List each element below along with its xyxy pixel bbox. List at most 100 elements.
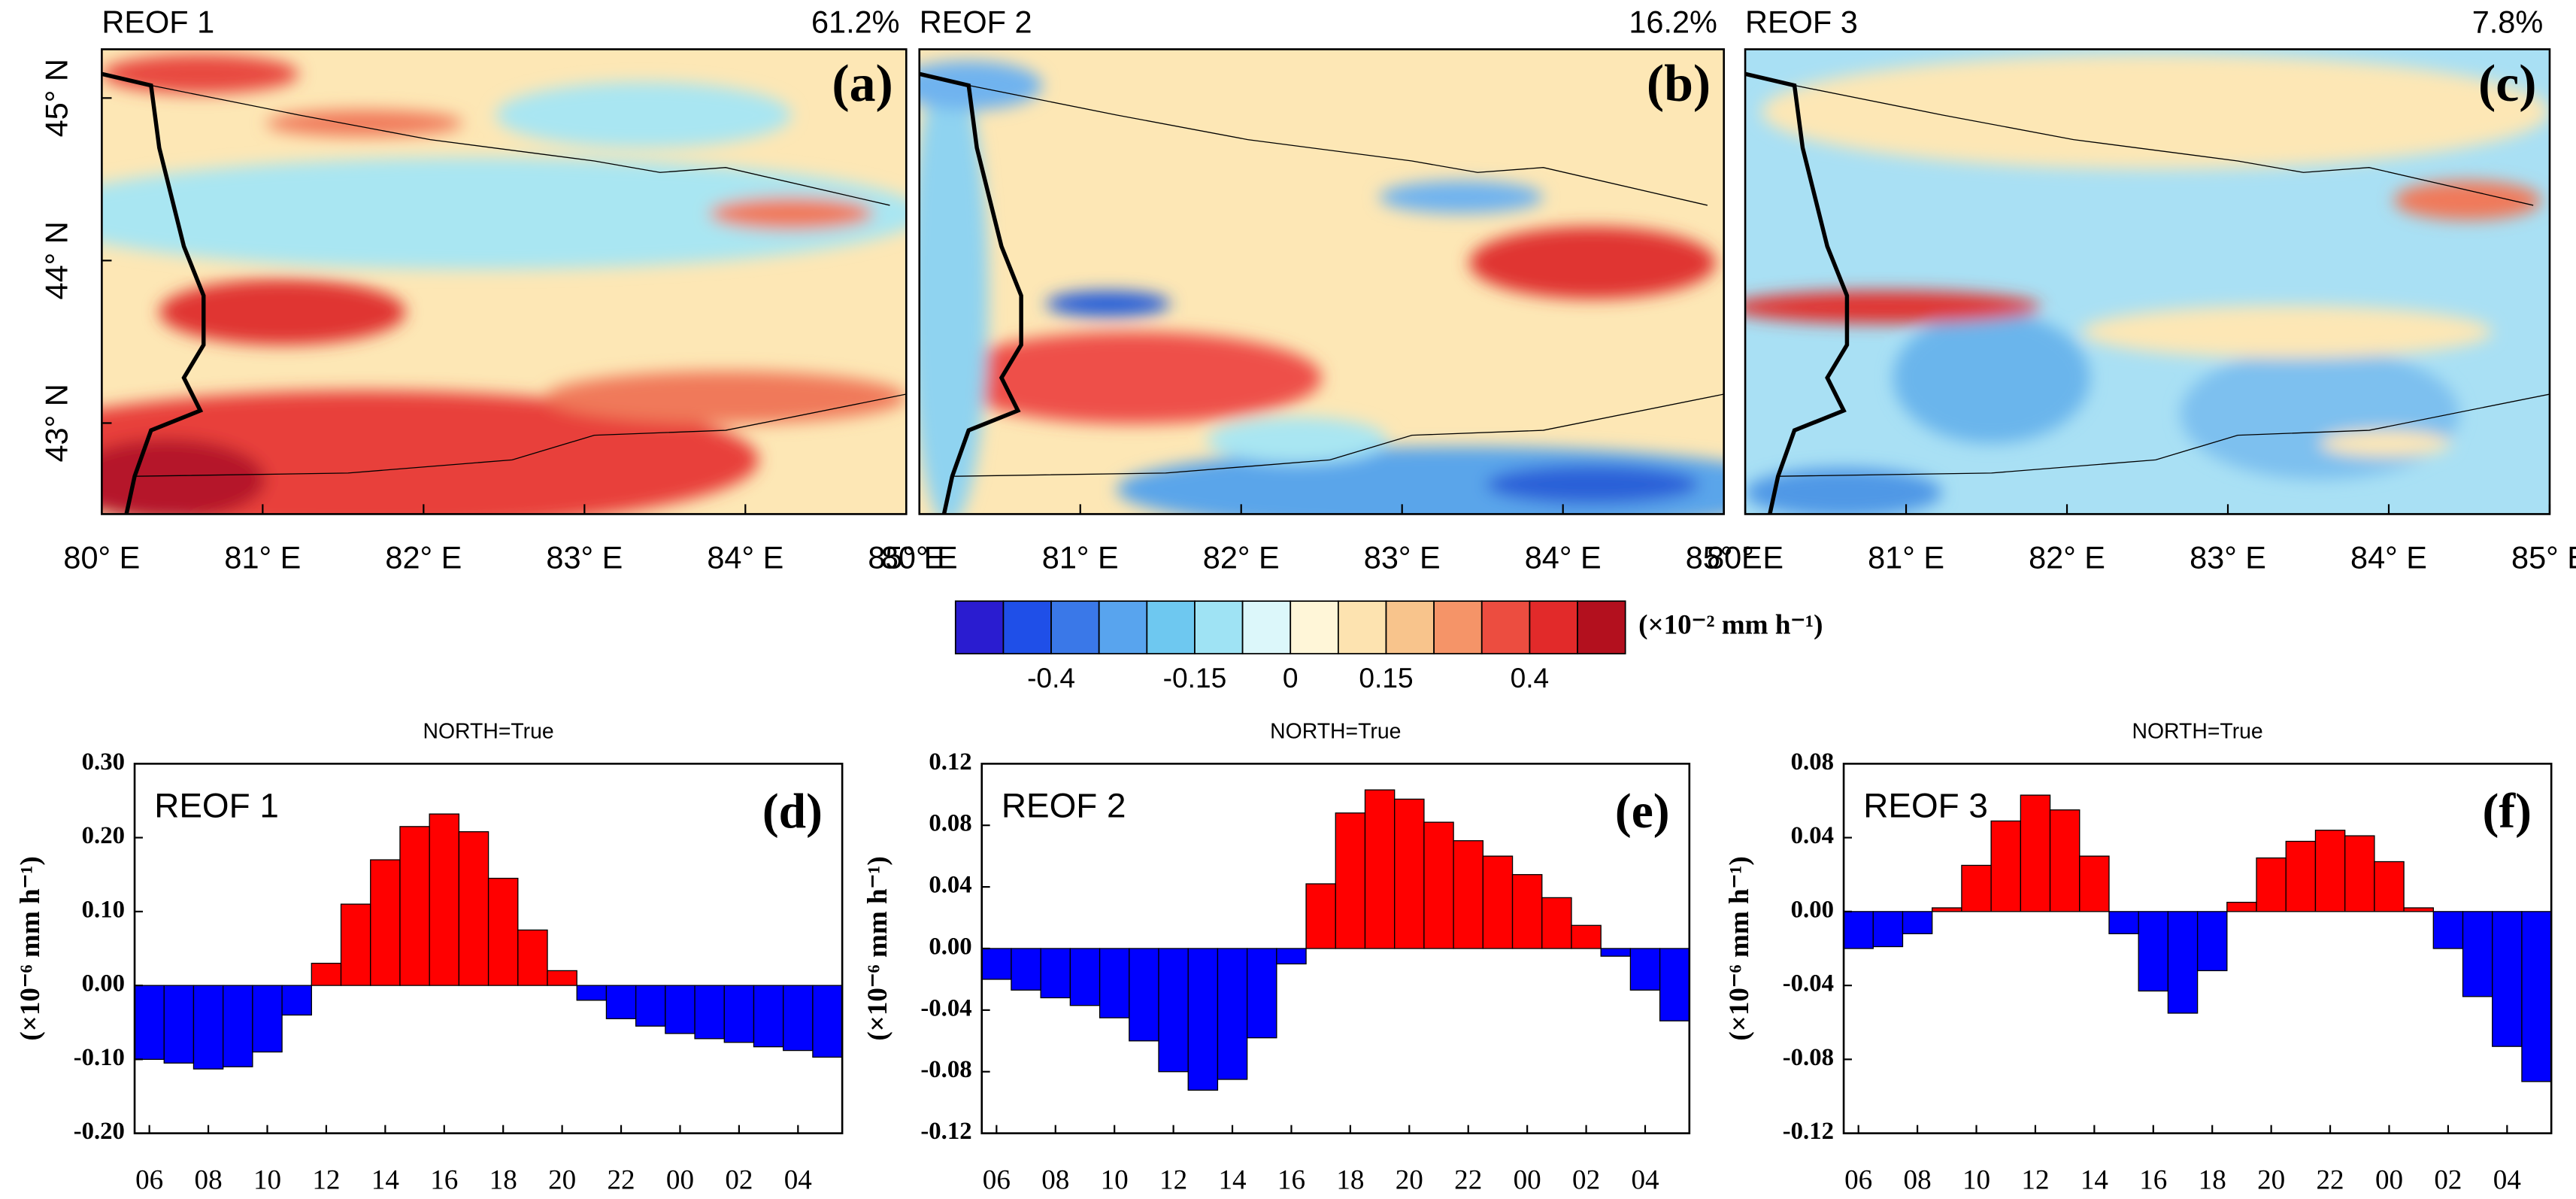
x-tick-label: 82° E (385, 540, 462, 575)
y-tick-label: 0.08 (929, 810, 971, 837)
bar (340, 903, 371, 986)
bar (1453, 840, 1483, 949)
x-tick-label: 84° E (2350, 540, 2427, 575)
bar (2403, 907, 2434, 912)
plot-frame (1842, 763, 2553, 1134)
chart-title: NORTH=True (2132, 719, 2262, 743)
y-axis-label: (×10⁻⁶ mm h⁻¹) (1724, 856, 1755, 1040)
x-tick-label: 00 (2375, 1165, 2403, 1196)
bar (517, 929, 548, 986)
y-tick-label: 43° N (39, 384, 74, 462)
bar (1099, 948, 1130, 1018)
y-tick-label: 0.00 (929, 933, 971, 960)
bar (1423, 821, 1454, 949)
bar (694, 985, 725, 1040)
x-tick-label: 14 (371, 1165, 399, 1196)
x-tick-label: 08 (195, 1165, 223, 1196)
map-title: REOF 3 (1745, 5, 1858, 40)
y-tick-label: 0.08 (1791, 748, 1834, 776)
colorbar-box (1337, 600, 1387, 654)
bar (1011, 948, 1041, 991)
x-tick-label: 10 (1101, 1165, 1129, 1196)
x-tick-label: 20 (548, 1165, 576, 1196)
bar (812, 985, 843, 1058)
bar (576, 985, 608, 1001)
colorbar-box (1577, 600, 1626, 654)
x-tick-label: 81° E (1042, 540, 1119, 575)
x-tick-label: 00 (666, 1165, 694, 1196)
bar (429, 813, 460, 986)
x-tick-label: 84° E (707, 540, 783, 575)
bar (665, 985, 696, 1034)
x-tick-label: 10 (253, 1165, 281, 1196)
bar (311, 962, 342, 986)
y-tick-label: 0.10 (82, 896, 125, 923)
bar (1843, 911, 1874, 949)
x-tick-label: 81° E (1868, 540, 1944, 575)
x-tick-label: 14 (1218, 1165, 1246, 1196)
bar (1659, 948, 1690, 1021)
y-tick-label: 0.20 (82, 822, 125, 849)
bar (487, 877, 519, 986)
bar (2049, 809, 2080, 912)
bar (2108, 911, 2139, 934)
colorbar-box (1529, 600, 1578, 654)
colorbar-label: 0.15 (1359, 662, 1413, 694)
bar (2521, 911, 2552, 1082)
panel-label: (d) (762, 785, 823, 839)
chart-title: NORTH=True (423, 719, 553, 743)
colorbar-box (1098, 600, 1148, 654)
x-tick-label: 85° E (1686, 540, 1762, 575)
bar (1571, 924, 1602, 949)
bar (2138, 911, 2169, 992)
x-tick-label: 84° E (1525, 540, 1602, 575)
panel-label: (a) (832, 55, 893, 113)
x-tick-label: 10 (1962, 1165, 1990, 1196)
bar (1129, 948, 1159, 1042)
y-tick-label: 0.12 (929, 748, 971, 776)
bar (458, 831, 489, 986)
x-tick-label: 12 (1159, 1165, 1187, 1196)
x-tick-label: 16 (1277, 1165, 1305, 1196)
x-tick-label: 06 (135, 1165, 163, 1196)
bar (2314, 830, 2346, 912)
x-tick-label: 06 (1844, 1165, 1872, 1196)
colorbar-label: 0.4 (1511, 662, 1550, 694)
colorbar-box (1480, 600, 1531, 654)
colorbar-box (1146, 600, 1196, 654)
map-title: REOF 2 (920, 5, 1032, 40)
panel-label: (c) (2478, 55, 2537, 113)
map-frame (1744, 48, 2551, 515)
bar (1246, 948, 1277, 1039)
y-tick-label: -0.20 (74, 1118, 125, 1145)
x-tick-label: 04 (784, 1165, 812, 1196)
bar (2462, 911, 2493, 997)
x-tick-label: 83° E (2190, 540, 2266, 575)
colorbar-box (954, 600, 1005, 654)
colorbar-box (1433, 600, 1483, 654)
map-annotation: 16.2% (1629, 5, 1717, 40)
bar (1872, 911, 1904, 948)
map-annotation: 61.2% (811, 5, 900, 40)
colorbar-box (1241, 600, 1292, 654)
y-tick-label: 0.00 (82, 970, 125, 997)
figure-body: REOF 1 61.2% (a) 80° E 81° E 82° E 83° E 84° E 8… (15, 5, 2576, 1196)
map-field (1745, 49, 2550, 515)
bar (753, 985, 784, 1048)
bar (547, 970, 577, 986)
bar (783, 985, 814, 1052)
x-tick-label: 02 (1572, 1165, 1600, 1196)
x-tick-label: 85° E (868, 540, 944, 575)
x-tick-label: 18 (1336, 1165, 1364, 1196)
map-annotation: 7.8% (2472, 5, 2544, 40)
y-tick-label: 0.00 (1791, 896, 1834, 923)
y-tick-label: 0.04 (1791, 822, 1834, 849)
bar (2079, 855, 2110, 912)
bar (2432, 911, 2464, 949)
bar (635, 985, 666, 1027)
panel-label: (b) (1647, 55, 1711, 113)
x-tick-label: 16 (430, 1165, 458, 1196)
map-frame (101, 48, 908, 515)
x-tick-label: 82° E (2029, 540, 2105, 575)
